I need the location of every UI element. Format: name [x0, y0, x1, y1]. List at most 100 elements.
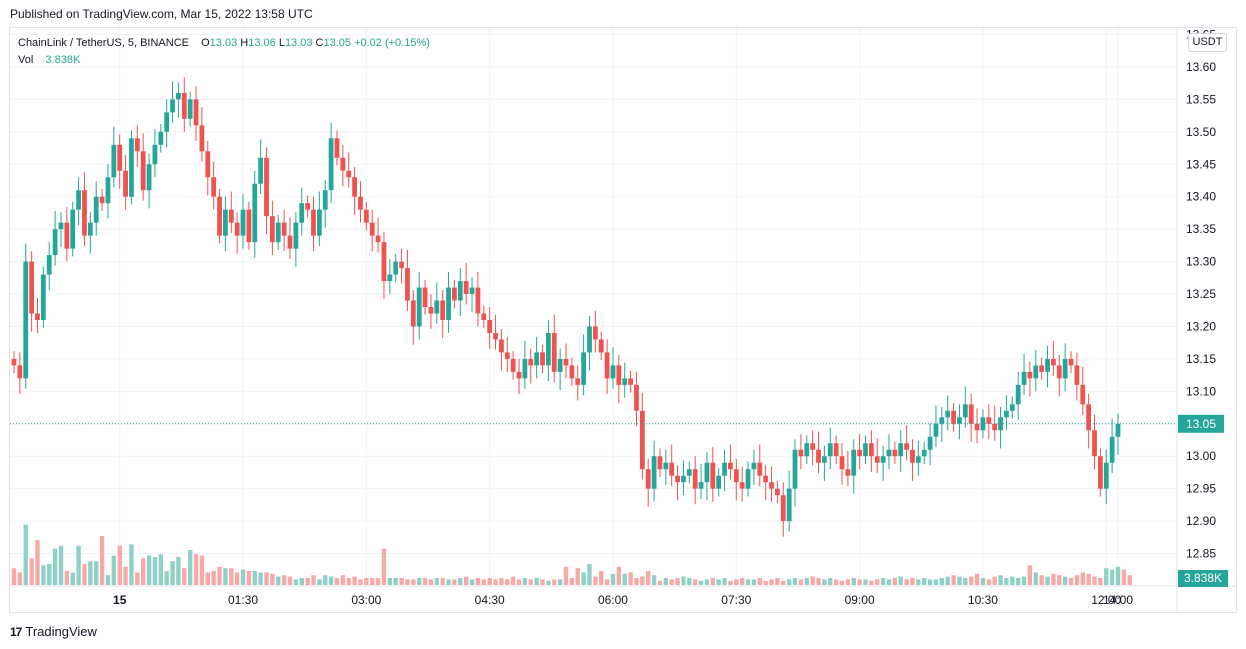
volume-bar — [687, 578, 692, 585]
volume-bar — [1039, 575, 1044, 585]
volume-bar — [205, 572, 210, 585]
volume-bar — [646, 571, 651, 585]
candle-body — [863, 443, 868, 457]
volume-bar — [246, 571, 252, 585]
volume-bar — [581, 572, 586, 585]
volume-bar — [229, 568, 234, 585]
candle-body — [381, 242, 387, 282]
volume-bar — [992, 576, 997, 585]
chart-legend: ChainLink / TetherUS, 5, BINANCE O13.03 … — [18, 35, 430, 69]
candle-body — [1021, 371, 1027, 385]
candle-body — [52, 229, 58, 256]
candle-body — [692, 469, 698, 489]
candle-body — [551, 332, 557, 372]
volume-bar — [105, 575, 111, 585]
volume-bar — [146, 555, 152, 585]
volume-bar — [851, 578, 856, 585]
candle-body — [129, 138, 134, 197]
volume-bar — [1021, 576, 1027, 585]
volume-bar — [857, 579, 862, 585]
candle-body — [651, 456, 657, 489]
candle-body — [1109, 436, 1115, 463]
volume-bar — [692, 579, 698, 585]
volume-bar — [76, 545, 81, 585]
volume-bar — [1015, 578, 1021, 585]
candle-body — [269, 216, 275, 243]
volume-bar — [745, 579, 751, 585]
candle-body — [786, 488, 792, 522]
volume-bar — [182, 568, 187, 585]
candle-body — [457, 281, 463, 301]
legend-symbol[interactable]: ChainLink / TetherUS, 5, BINANCE — [18, 37, 189, 49]
volume-bar — [1010, 576, 1015, 585]
volume-bar — [710, 578, 716, 585]
candle-body — [469, 287, 475, 295]
volume-bar — [252, 571, 257, 585]
volume-bar — [681, 576, 686, 585]
candle-body — [1080, 384, 1086, 405]
candle-body — [275, 222, 281, 243]
y-tick-label: 13.25 — [1186, 287, 1216, 301]
x-tick-label: 09:00 — [845, 593, 875, 607]
candle-body — [363, 209, 369, 223]
volume-bar — [980, 578, 986, 585]
candle-body — [1103, 462, 1109, 489]
volume-bar — [499, 578, 504, 585]
volume-bar — [616, 566, 622, 585]
footer-brand-text: TradingView — [25, 624, 97, 639]
volume-bar — [505, 579, 510, 585]
volume-bar — [211, 571, 216, 585]
volume-bar — [593, 576, 598, 585]
currency-button[interactable]: USDT — [1188, 33, 1227, 52]
candle-body — [686, 469, 692, 476]
volume-bar — [698, 580, 704, 585]
candle-body — [293, 222, 299, 249]
volume-bar — [264, 572, 269, 585]
candle-body — [792, 449, 798, 489]
candle-body — [675, 475, 680, 483]
volume-bar — [628, 572, 633, 585]
volume-bar — [933, 579, 939, 585]
candle-body — [798, 449, 804, 457]
candle-body — [663, 462, 669, 470]
x-tick-label: 10:30 — [968, 593, 998, 607]
footer-branding[interactable]: 17 TradingView — [10, 624, 97, 639]
legend-low-label: L — [278, 37, 285, 49]
legend-volume-label[interactable]: Vol — [18, 54, 34, 66]
candle-body — [540, 352, 545, 366]
candle-body — [416, 287, 422, 327]
volume-bar — [757, 578, 762, 585]
volume-bar — [569, 578, 575, 585]
y-tick-label: 13.10 — [1186, 384, 1216, 398]
volume-bar — [375, 578, 381, 585]
volume-bar — [287, 576, 293, 585]
candle-body — [346, 170, 352, 178]
candle-body — [164, 112, 170, 132]
candle-body — [910, 449, 915, 463]
volume-bar — [651, 575, 657, 585]
volume-bar — [716, 579, 721, 585]
volume-bar — [176, 557, 181, 585]
candle-body — [769, 482, 774, 489]
chart-frame[interactable] — [9, 27, 1237, 613]
candle-body — [581, 352, 587, 385]
volume-bar — [328, 576, 334, 585]
volume-bar — [434, 578, 440, 585]
volume-bar — [223, 568, 228, 585]
candle-body — [281, 222, 287, 236]
volume-bar — [998, 575, 1003, 585]
candle-body — [1097, 456, 1103, 489]
volume-bar — [1086, 573, 1091, 585]
candle-body — [716, 475, 722, 489]
volume-bar — [446, 579, 451, 585]
y-tick-label: 13.60 — [1186, 60, 1216, 74]
candle-body — [1068, 358, 1074, 366]
candle-body — [487, 319, 493, 333]
legend-price-row: ChainLink / TetherUS, 5, BINANCE O13.03 … — [18, 35, 430, 52]
volume-bar — [968, 576, 974, 585]
candle-body — [587, 326, 592, 353]
volume-bar — [217, 566, 222, 585]
candle-body — [428, 307, 434, 314]
volume-bar — [792, 578, 798, 585]
